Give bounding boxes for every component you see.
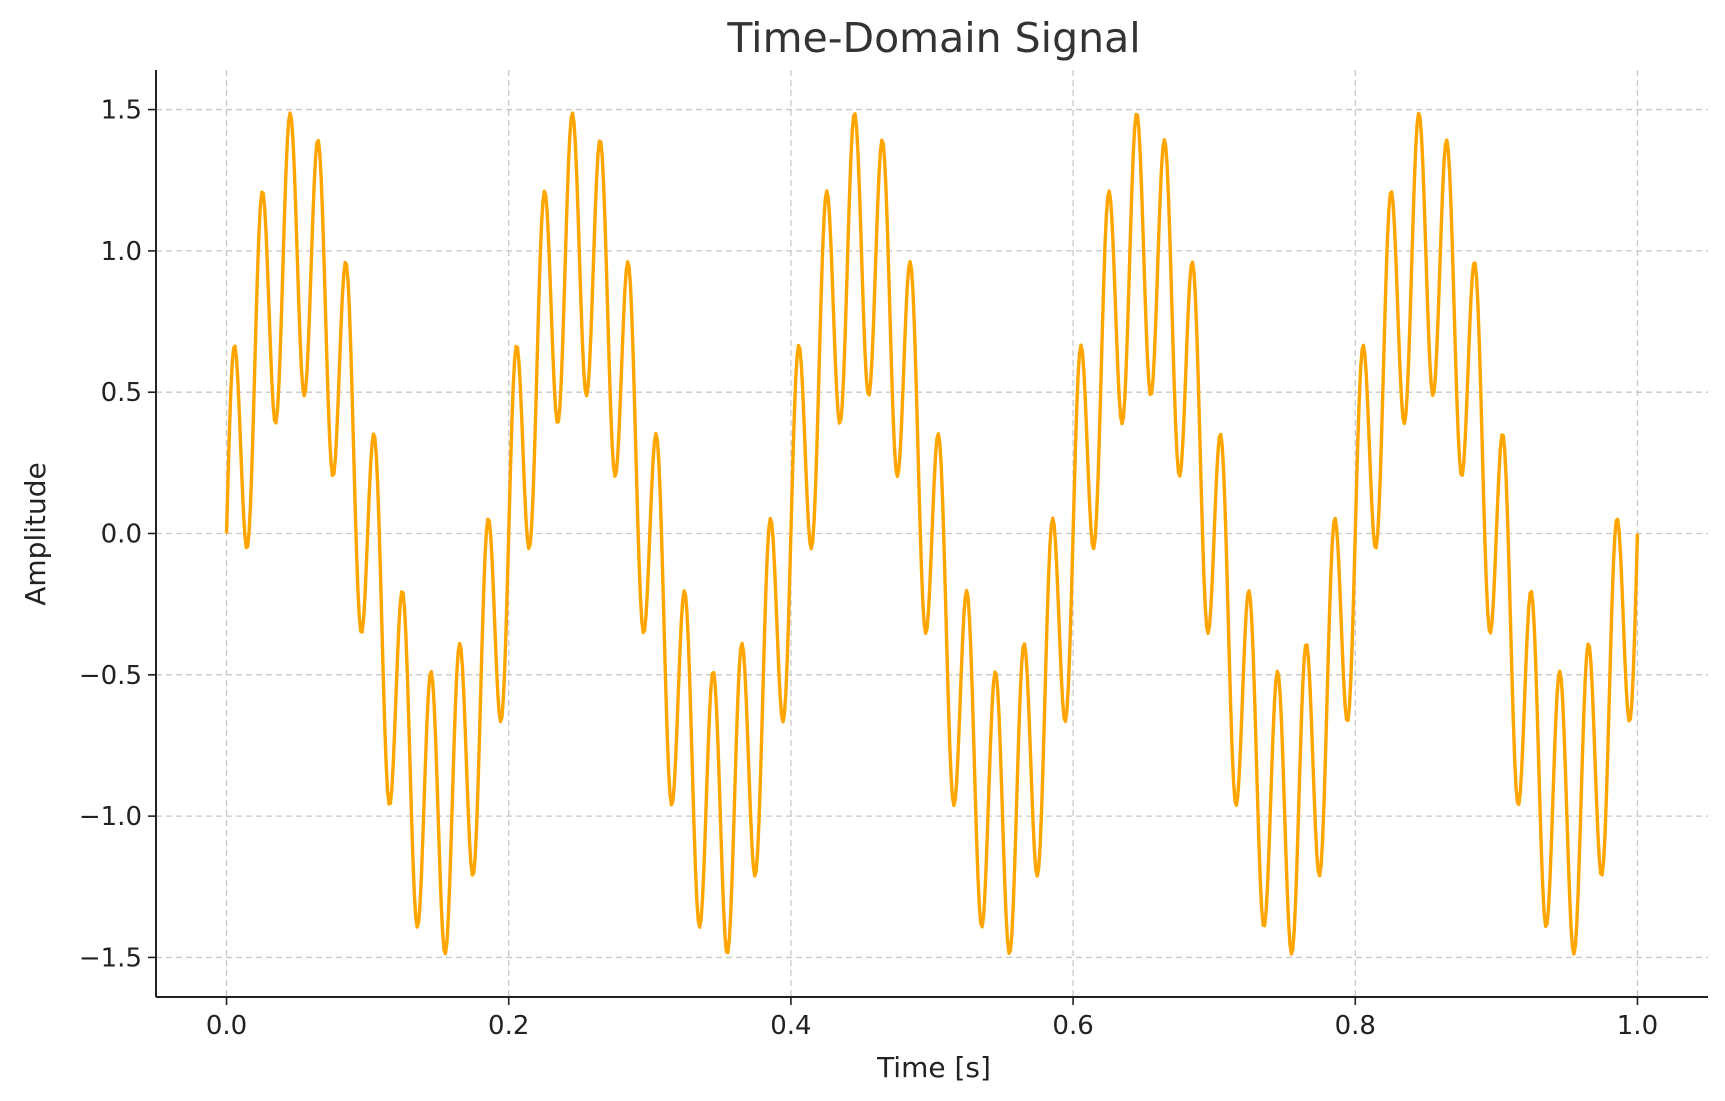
series-line-0 [224, 111, 1640, 956]
y-tick-label: −1.5 [79, 943, 142, 973]
y-tick-label: 0.5 [101, 378, 142, 408]
y-tick-label: −0.5 [79, 661, 142, 691]
x-tick-label: 0.4 [770, 1011, 811, 1041]
y-tick-label: 1.5 [101, 96, 142, 126]
y-axis-label: Amplitude [19, 462, 52, 606]
x-axis-label: Time [s] [876, 1051, 991, 1084]
x-tick-label: 0.0 [206, 1011, 247, 1041]
series-layer [224, 111, 1640, 956]
ticks: 0.0 0.2 0.4 0.6 0.8 1.0 −1.5 −1.0 −0.5 0.0 0.5 1.0 1… [79, 96, 1658, 1041]
chart-title: Time-Domain Signal [726, 14, 1140, 62]
x-tick-label: 0.8 [1335, 1011, 1376, 1041]
x-tick-label: 0.2 [488, 1011, 529, 1041]
x-tick-label: 0.6 [1052, 1011, 1093, 1041]
x-tick-label: 1.0 [1617, 1011, 1658, 1041]
y-tick-label: 0.0 [101, 520, 142, 550]
y-tick-label: 1.0 [101, 237, 142, 267]
y-tick-label: −1.0 [79, 802, 142, 832]
